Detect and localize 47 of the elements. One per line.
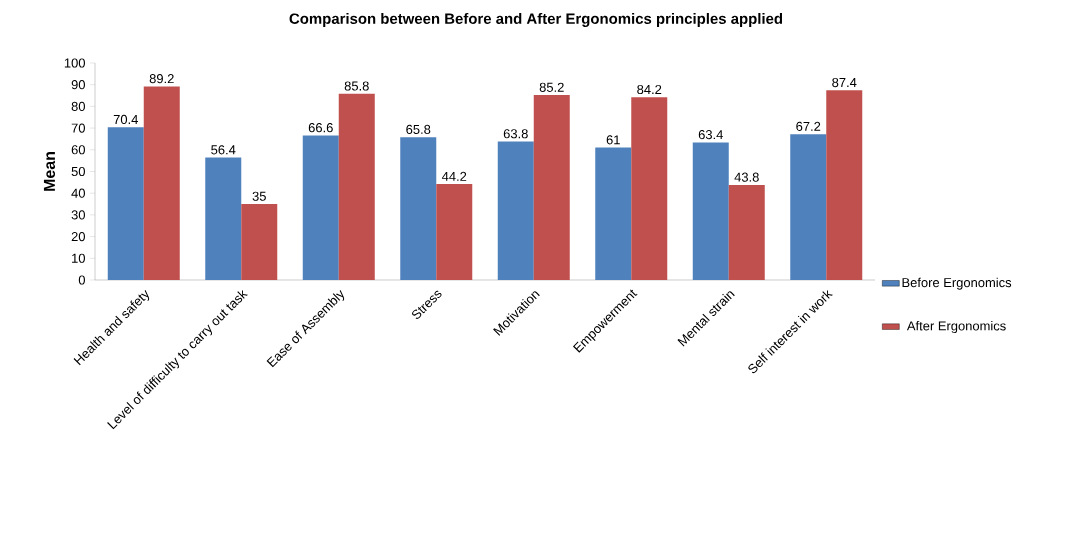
y-tick-label: 40 — [71, 188, 85, 198]
bar — [400, 137, 437, 280]
legend-label: After Ergonomics — [906, 320, 1006, 334]
data-label: 35 — [252, 191, 266, 201]
bar — [790, 134, 827, 280]
data-label: 56.4 — [211, 145, 236, 155]
bar — [205, 157, 242, 280]
bar — [302, 135, 339, 280]
chart-title: Comparison between Before and After Ergonomics principles applied — [289, 12, 783, 27]
y-tick-label: 70 — [71, 123, 85, 133]
data-label: 85.2 — [539, 82, 564, 92]
data-label: 63.8 — [503, 129, 528, 139]
bar — [595, 147, 632, 280]
bar — [241, 204, 278, 280]
data-label: 43.8 — [734, 172, 759, 182]
bar — [692, 142, 729, 280]
legend-label: Before Ergonomics — [902, 277, 1012, 290]
y-axis-title: Mean — [43, 152, 56, 191]
y-tick-label: 50 — [71, 166, 85, 177]
data-label: 67.2 — [796, 121, 821, 131]
bar — [728, 184, 765, 280]
y-tick-label: 90 — [71, 80, 85, 90]
data-label: 66.6 — [308, 123, 333, 133]
data-label: 87.4 — [832, 77, 857, 88]
data-label: 61 — [606, 135, 620, 145]
bar — [107, 127, 144, 280]
y-tick-label: 30 — [71, 210, 85, 220]
data-label: 89.2 — [149, 74, 174, 84]
data-label: 44.2 — [441, 171, 467, 181]
y-tick-label: 20 — [71, 232, 85, 242]
y-tick-label: 10 — [72, 253, 85, 263]
data-label: 65.8 — [406, 124, 431, 134]
data-label: 63.4 — [698, 130, 723, 140]
bar — [436, 184, 473, 280]
y-tick-label: 80 — [71, 101, 85, 111]
bar — [338, 93, 375, 280]
bar — [533, 95, 570, 280]
y-tick-label: 100 — [64, 58, 85, 68]
bar — [497, 141, 534, 280]
bar — [826, 90, 863, 280]
data-label: 84.2 — [637, 84, 662, 95]
bar — [631, 97, 668, 280]
y-tick-label: 0 — [78, 275, 85, 285]
data-label: 85.8 — [344, 81, 369, 91]
bar — [143, 86, 180, 280]
y-tick-label: 60 — [71, 145, 85, 155]
data-label: 70.4 — [113, 114, 138, 125]
